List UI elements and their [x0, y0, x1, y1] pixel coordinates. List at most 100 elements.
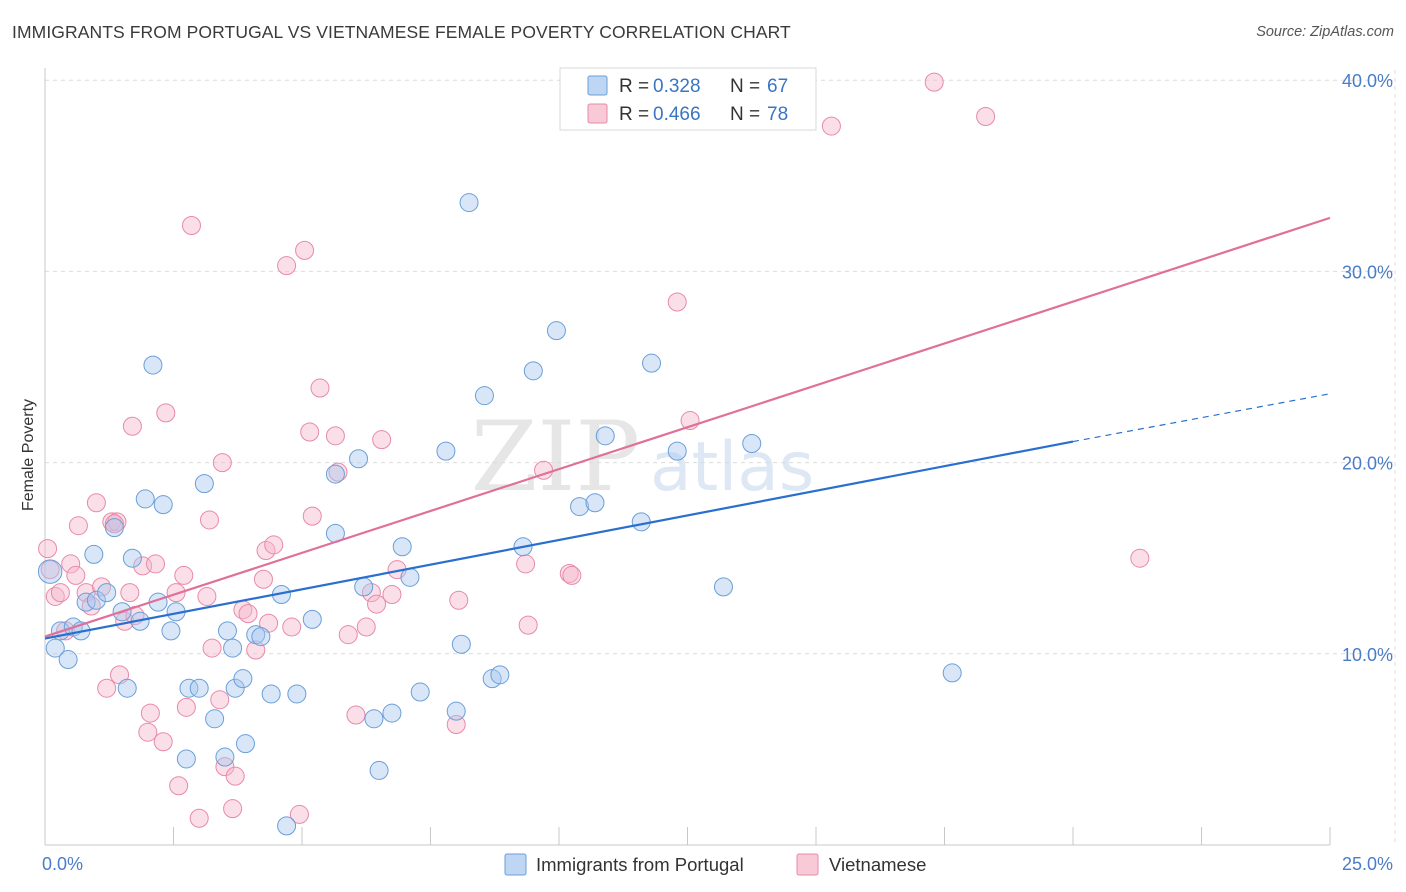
data-point-pink: [210, 690, 230, 710]
x-tick-label: 25.0%: [1342, 854, 1393, 874]
data-point-blue: [364, 709, 384, 729]
data-point-pink: [86, 493, 106, 513]
data-point-blue: [135, 489, 155, 509]
y-tick-label: 10.0%: [1342, 645, 1393, 665]
data-point-pink: [140, 703, 160, 723]
data-point-pink: [202, 638, 222, 658]
trend-line-pink: [44, 216, 1331, 638]
data-point-blue: [369, 760, 389, 780]
data-point-pink: [225, 766, 245, 786]
legend-r-value: 0.328: [653, 76, 701, 97]
data-point-pink: [289, 804, 309, 824]
data-point-blue: [523, 361, 543, 381]
series-portugal-points: [37, 193, 962, 836]
data-point-blue: [176, 749, 196, 769]
data-point-pink: [156, 403, 176, 423]
legend-swatch-blue: [587, 75, 608, 96]
data-point-pink: [372, 430, 392, 450]
watermark: ZIP atlas: [471, 401, 815, 513]
data-point-pink: [253, 569, 273, 589]
data-point-pink: [181, 216, 201, 236]
data-point-pink: [120, 583, 140, 603]
data-point-pink: [562, 565, 582, 585]
data-point-pink: [61, 554, 81, 574]
data-point-blue: [459, 193, 479, 213]
data-point-pink: [924, 72, 944, 92]
data-point-pink: [40, 560, 60, 580]
data-point-blue: [225, 678, 245, 698]
legend-r-label: R =: [619, 104, 649, 125]
data-point-blue: [400, 567, 420, 587]
data-point-blue: [942, 663, 962, 683]
x-tick-label: 0.0%: [42, 854, 83, 874]
data-point-blue: [642, 353, 662, 373]
data-point-blue: [261, 684, 281, 704]
data-point-blue: [302, 609, 322, 629]
data-point-blue: [585, 493, 605, 513]
y-axis-label: Female Poverty: [20, 399, 37, 511]
watermark-atlas: atlas: [650, 428, 814, 507]
data-point-pink: [821, 116, 841, 136]
data-point-blue: [58, 650, 78, 670]
data-point-blue: [161, 621, 181, 641]
data-point-pink: [97, 678, 117, 698]
data-point-blue: [382, 703, 402, 723]
data-point-pink: [518, 615, 538, 635]
legend-r-label: R =: [619, 76, 649, 97]
data-point-pink: [81, 596, 101, 616]
data-point-pink: [277, 256, 297, 276]
trend-lines: [44, 216, 1331, 640]
data-point-blue: [667, 441, 687, 461]
data-point-blue: [325, 464, 345, 484]
legend-n-value: 78: [767, 104, 788, 125]
data-point-pink: [50, 583, 70, 603]
data-point-blue: [287, 684, 307, 704]
legend-series: Immigrants from Portugal Vietnamese: [504, 853, 926, 876]
data-point-pink: [264, 535, 284, 555]
data-point-blue: [354, 577, 374, 597]
data-point-blue: [223, 638, 243, 658]
data-point-blue: [86, 590, 106, 610]
data-point-blue: [277, 816, 297, 836]
data-point-pink: [197, 586, 217, 606]
data-point-pink: [361, 583, 381, 603]
data-point-pink: [310, 378, 330, 398]
data-point-pink: [559, 563, 579, 583]
data-point-blue: [490, 665, 510, 685]
data-point-pink: [976, 107, 996, 127]
data-point-pink: [382, 585, 402, 605]
data-point-blue: [143, 355, 163, 375]
trend-line-blue: [44, 440, 1074, 640]
data-point-blue: [189, 678, 209, 698]
data-point-pink: [1130, 548, 1150, 568]
data-point-pink: [45, 586, 65, 606]
legend-r-value: 0.466: [653, 104, 701, 125]
data-point-blue: [474, 386, 494, 406]
y-tick-label: 20.0%: [1342, 454, 1393, 474]
data-point-blue: [194, 474, 214, 494]
y-tick-label: 30.0%: [1342, 262, 1393, 282]
data-point-blue: [235, 734, 255, 754]
data-point-pink: [300, 422, 320, 442]
data-point-blue: [217, 621, 237, 641]
data-point-pink: [215, 757, 235, 777]
data-point-blue: [546, 321, 566, 341]
data-point-pink: [302, 506, 322, 526]
data-point-pink: [256, 541, 276, 561]
data-point-pink: [169, 776, 189, 796]
data-point-blue: [631, 512, 651, 532]
data-point-pink: [328, 462, 348, 482]
data-point-blue: [233, 669, 253, 689]
legend-label-portugal: Immigrants from Portugal: [536, 854, 744, 875]
data-point-pink: [199, 510, 219, 530]
data-point-blue: [104, 518, 124, 538]
y-tick-label: 40.0%: [1342, 71, 1393, 91]
data-point-blue: [122, 548, 142, 568]
data-point-blue: [410, 682, 430, 702]
data-point-pink: [138, 722, 158, 742]
source-credit: Source: ZipAtlas.com: [1256, 24, 1394, 40]
data-point-pink: [66, 565, 86, 585]
data-point-pink: [338, 625, 358, 645]
data-point-pink: [153, 732, 173, 752]
data-point-blue: [37, 559, 63, 584]
